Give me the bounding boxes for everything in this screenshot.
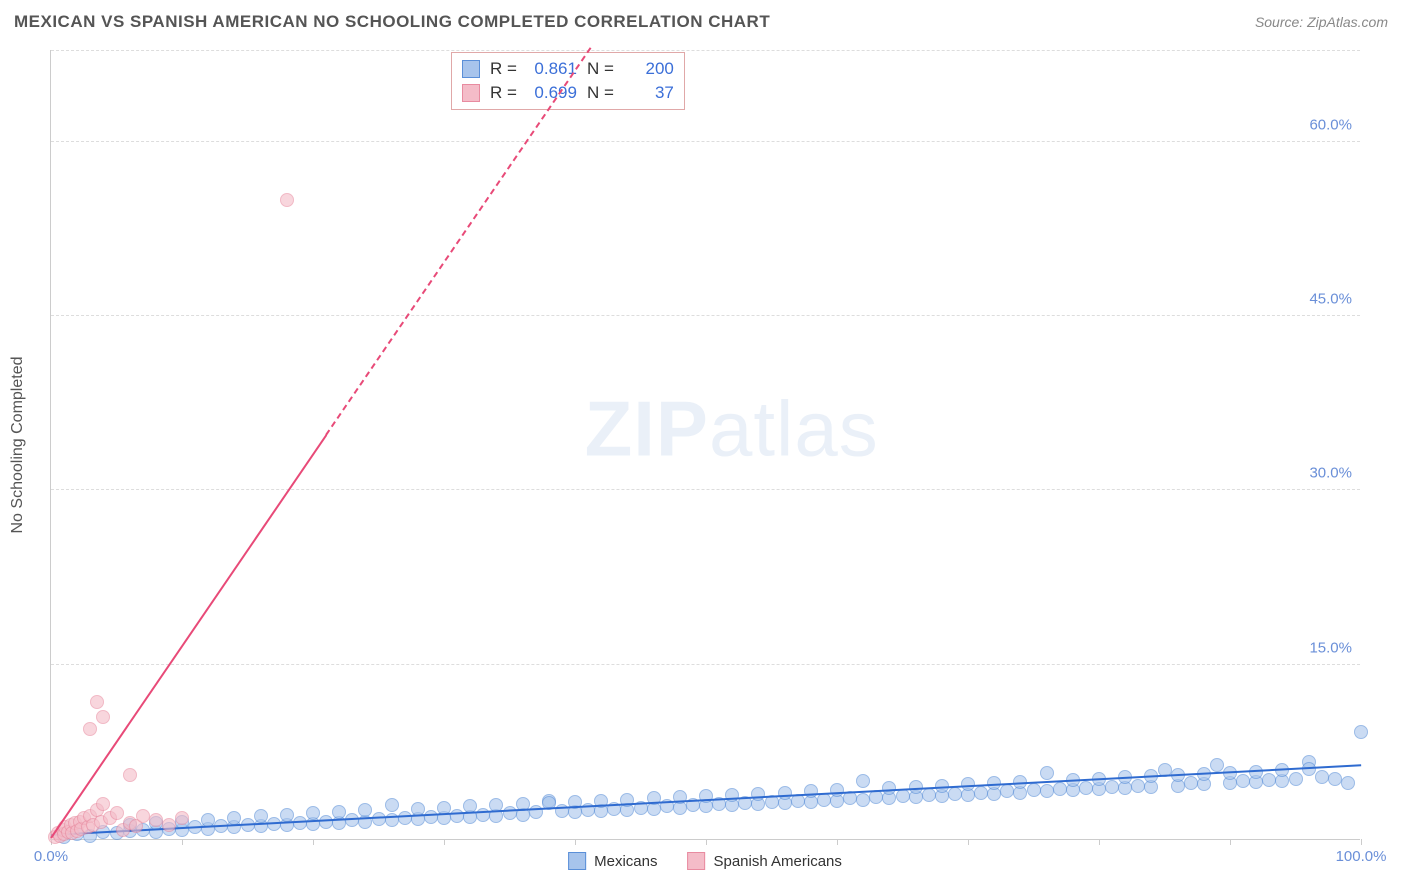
data-point <box>83 722 97 736</box>
data-point <box>1027 783 1041 797</box>
data-point <box>1040 784 1054 798</box>
x-tick <box>1230 839 1231 845</box>
legend: Mexicans Spanish Americans <box>568 852 842 870</box>
data-point <box>1184 776 1198 790</box>
n-value: 200 <box>624 59 674 79</box>
data-point <box>856 793 870 807</box>
gridline <box>51 489 1360 490</box>
data-point <box>450 809 464 823</box>
data-point <box>1262 773 1276 787</box>
data-point <box>385 798 399 812</box>
data-point <box>1315 770 1329 784</box>
legend-swatch <box>462 60 480 78</box>
x-tick <box>1361 839 1362 845</box>
data-point <box>948 787 962 801</box>
data-point <box>1131 779 1145 793</box>
data-point <box>1105 780 1119 794</box>
data-point <box>332 805 346 819</box>
data-point <box>1236 774 1250 788</box>
data-point <box>96 797 110 811</box>
y-tick-label: 30.0% <box>1309 465 1352 482</box>
y-axis-label: No Schooling Completed <box>9 357 27 534</box>
stats-row: R = 0.699 N = 37 <box>462 81 674 105</box>
x-tick <box>575 839 576 845</box>
data-point <box>306 806 320 820</box>
legend-item: Mexicans <box>568 852 657 870</box>
data-point <box>922 788 936 802</box>
y-tick-label: 15.0% <box>1309 639 1352 656</box>
n-label: N = <box>587 59 614 79</box>
data-point <box>358 803 372 817</box>
data-point <box>856 774 870 788</box>
data-point <box>974 786 988 800</box>
chart-title: MEXICAN VS SPANISH AMERICAN NO SCHOOLING… <box>14 12 770 32</box>
x-tick <box>968 839 969 845</box>
legend-swatch <box>462 84 480 102</box>
data-point <box>162 818 176 832</box>
n-value: 37 <box>624 83 674 103</box>
chart-area: No Schooling Completed ZIPatlas R =0.861… <box>50 50 1360 840</box>
x-tick-label: 0.0% <box>34 848 68 865</box>
n-label: N = <box>587 83 614 103</box>
data-point <box>398 811 412 825</box>
x-tick <box>1099 839 1100 845</box>
x-tick <box>182 839 183 845</box>
trend-line <box>51 764 1361 836</box>
watermark: ZIPatlas <box>585 383 879 474</box>
data-point <box>1079 781 1093 795</box>
legend-swatch <box>687 852 705 870</box>
data-point <box>896 789 910 803</box>
gridline <box>51 315 1360 316</box>
gridline <box>51 664 1360 665</box>
x-tick <box>706 839 707 845</box>
legend-label: Mexicans <box>594 853 657 870</box>
gridline <box>51 50 1360 51</box>
data-point <box>1053 782 1067 796</box>
gridline <box>51 141 1360 142</box>
data-point <box>1289 772 1303 786</box>
data-point <box>175 811 189 825</box>
legend-swatch <box>568 852 586 870</box>
x-tick <box>444 839 445 845</box>
x-tick-label: 100.0% <box>1336 848 1387 865</box>
legend-label: Spanish Americans <box>713 853 841 870</box>
y-tick-label: 45.0% <box>1309 291 1352 308</box>
legend-item: Spanish Americans <box>687 852 841 870</box>
r-label: R = <box>490 59 517 79</box>
data-point <box>136 809 150 823</box>
data-point <box>1328 772 1342 786</box>
data-point <box>123 768 137 782</box>
r-value: 0.699 <box>527 83 577 103</box>
data-point <box>804 784 818 798</box>
data-point <box>1210 758 1224 772</box>
data-point <box>882 781 896 795</box>
data-point <box>280 808 294 822</box>
x-tick <box>837 839 838 845</box>
data-point <box>830 783 844 797</box>
x-tick <box>313 839 314 845</box>
y-tick-label: 60.0% <box>1309 116 1352 133</box>
data-point <box>1040 766 1054 780</box>
data-point <box>1341 776 1355 790</box>
data-point <box>778 786 792 800</box>
data-point <box>149 813 163 827</box>
data-point <box>372 812 386 826</box>
r-label: R = <box>490 83 517 103</box>
data-point <box>1000 784 1014 798</box>
data-point <box>254 809 268 823</box>
data-point <box>96 710 110 724</box>
scatter-plot: ZIPatlas R =0.861N =200R =0.699N =37 15.… <box>50 50 1360 840</box>
data-point <box>280 193 294 207</box>
data-point <box>110 806 124 820</box>
data-point <box>345 813 359 827</box>
data-point <box>424 810 438 824</box>
trend-line <box>50 435 327 839</box>
data-point <box>1354 725 1368 739</box>
source-attribution: Source: ZipAtlas.com <box>1255 14 1388 30</box>
data-point <box>90 695 104 709</box>
